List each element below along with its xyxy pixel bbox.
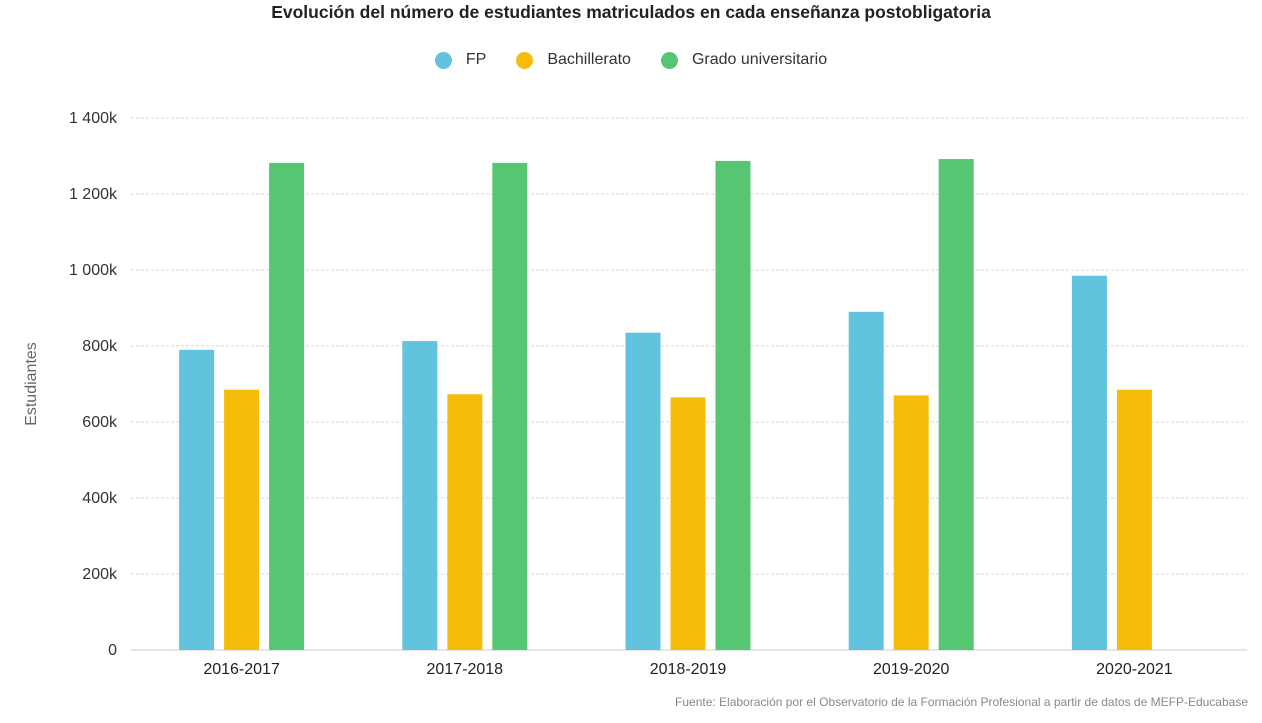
- legend: FP Bachillerato Grado universitario: [0, 51, 1262, 69]
- bar-grado-universitario-2017-2018[interactable]: [492, 162, 528, 650]
- legend-item-bachillerato[interactable]: Bachillerato: [516, 51, 631, 69]
- x-tick-label: 2020-2021: [1096, 661, 1173, 678]
- y-tick-label: 800k: [82, 338, 118, 355]
- bar-grado-universitario-2019-2020[interactable]: [938, 159, 974, 651]
- bar-fp-2016-2017[interactable]: [179, 349, 215, 650]
- chart-title: Evolución del número de estudiantes matr…: [271, 2, 991, 22]
- y-tick-label: 1 400k: [69, 110, 118, 127]
- legend-label-fp: FP: [465, 51, 487, 68]
- legend-label-bachillerato: Bachillerato: [547, 51, 631, 68]
- y-tick-label: 200k: [82, 566, 118, 583]
- y-tick-label: 600k: [82, 414, 118, 431]
- legend-dot-fp-icon: [434, 51, 452, 69]
- x-axis-ticks: 2016-2017 2017-2018 2018-2019 2019-2020 2020…: [203, 661, 1172, 678]
- bar-bachillerato-2016-2017[interactable]: [224, 389, 260, 650]
- x-tick-label: 2018-2019: [650, 661, 727, 678]
- y-tick-label: 0: [108, 642, 117, 659]
- legend-dot-bachillerato-icon: [516, 51, 534, 69]
- bars: [179, 159, 1152, 651]
- x-tick-label: 2017-2018: [427, 661, 504, 678]
- legend-dot-grado-icon: [660, 51, 678, 69]
- bar-bachillerato-2019-2020[interactable]: [893, 395, 929, 650]
- bar-fp-2017-2018[interactable]: [402, 341, 438, 650]
- y-tick-label: 400k: [82, 490, 118, 507]
- bar-bachillerato-2020-2021[interactable]: [1116, 389, 1152, 650]
- y-axis-ticks: 0 200k 400k 600k 800k 1 000k 1 200k 1 400k: [69, 110, 118, 659]
- bar-grado-universitario-2018-2019[interactable]: [715, 160, 751, 650]
- bar-fp-2018-2019[interactable]: [625, 332, 661, 650]
- bar-fp-2019-2020[interactable]: [848, 311, 884, 650]
- y-tick-label: 1 200k: [69, 186, 118, 203]
- legend-item-fp[interactable]: FP: [434, 51, 487, 69]
- bar-grado-universitario-2016-2017[interactable]: [269, 162, 305, 650]
- y-tick-label: 1 000k: [69, 262, 118, 279]
- bar-bachillerato-2018-2019[interactable]: [670, 397, 706, 650]
- bar-bachillerato-2017-2018[interactable]: [447, 394, 483, 650]
- source-note: Fuente: Elaboración por el Observatorio …: [675, 695, 1248, 709]
- legend-item-grado[interactable]: Grado universitario: [660, 51, 828, 69]
- bar-fp-2020-2021[interactable]: [1071, 275, 1107, 650]
- legend-label-grado: Grado universitario: [691, 51, 828, 68]
- x-tick-label: 2016-2017: [203, 661, 280, 678]
- x-tick-label: 2019-2020: [873, 661, 950, 678]
